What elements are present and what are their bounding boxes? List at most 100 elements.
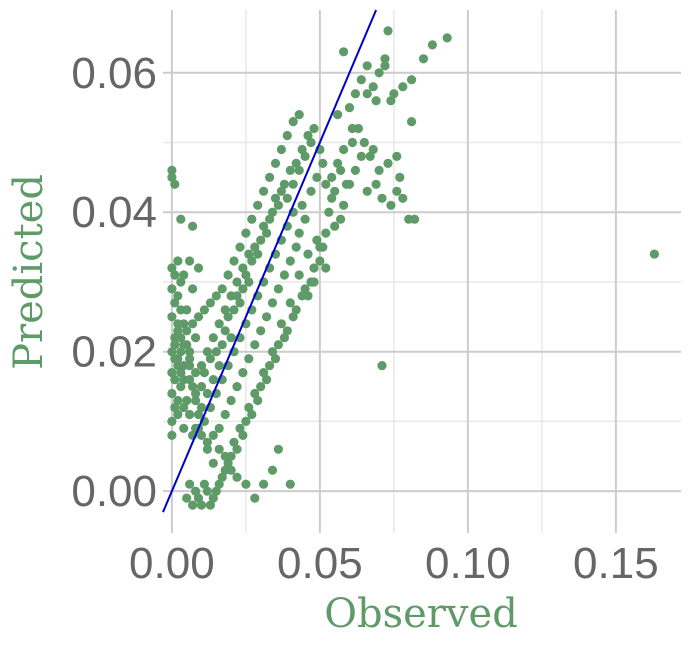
data-point bbox=[362, 89, 372, 99]
data-point bbox=[262, 228, 272, 238]
data-point bbox=[324, 207, 334, 217]
data-point bbox=[214, 479, 224, 489]
data-point bbox=[327, 172, 337, 182]
data-point bbox=[173, 409, 183, 420]
data-point bbox=[333, 110, 343, 120]
data-point bbox=[167, 172, 177, 182]
data-point bbox=[303, 249, 313, 259]
data-point bbox=[229, 305, 239, 315]
data-point bbox=[220, 305, 230, 315]
y-axis-tick-labels: 0.00 0.02 0.04 0.06 bbox=[71, 49, 157, 516]
data-point bbox=[188, 284, 198, 294]
data-point bbox=[196, 500, 207, 510]
data-point bbox=[191, 333, 201, 343]
data-point bbox=[270, 193, 281, 203]
major-gridlines bbox=[163, 10, 681, 533]
data-point bbox=[185, 347, 195, 357]
data-point bbox=[167, 165, 177, 175]
data-point bbox=[188, 221, 198, 231]
data-point bbox=[270, 354, 281, 364]
data-point bbox=[267, 207, 278, 217]
data-point bbox=[232, 444, 242, 454]
data-point bbox=[386, 96, 396, 106]
data-point bbox=[167, 263, 177, 273]
data-point bbox=[173, 291, 183, 301]
data-point bbox=[179, 375, 189, 385]
data-point bbox=[185, 256, 195, 266]
data-point bbox=[279, 333, 289, 343]
data-point bbox=[173, 395, 183, 406]
data-point bbox=[241, 270, 251, 280]
data-point bbox=[442, 33, 452, 43]
data-point bbox=[276, 144, 286, 155]
data-point bbox=[392, 186, 402, 196]
data-point bbox=[244, 402, 254, 413]
data-point bbox=[368, 82, 378, 92]
data-point bbox=[285, 256, 295, 266]
data-point bbox=[188, 319, 198, 329]
data-point bbox=[389, 89, 399, 99]
data-point bbox=[330, 221, 340, 231]
data-point bbox=[380, 54, 390, 64]
data-points bbox=[167, 26, 660, 510]
data-point bbox=[223, 312, 233, 322]
data-point bbox=[188, 382, 198, 392]
data-point bbox=[193, 312, 204, 322]
data-point bbox=[315, 256, 325, 266]
data-point bbox=[229, 437, 239, 447]
data-point bbox=[315, 242, 325, 252]
data-point bbox=[339, 144, 349, 155]
data-point bbox=[176, 347, 186, 357]
data-point bbox=[167, 416, 177, 426]
data-point bbox=[247, 256, 257, 266]
data-point bbox=[223, 458, 233, 468]
data-point bbox=[217, 340, 227, 350]
data-point bbox=[321, 179, 331, 189]
data-point bbox=[362, 61, 372, 71]
data-point bbox=[273, 444, 283, 454]
data-point bbox=[371, 96, 381, 106]
data-point bbox=[288, 312, 298, 322]
data-point bbox=[220, 451, 230, 461]
data-point bbox=[226, 333, 236, 343]
data-point bbox=[353, 123, 363, 134]
data-point bbox=[214, 361, 224, 371]
data-point bbox=[179, 319, 189, 329]
data-point bbox=[341, 179, 352, 189]
data-point bbox=[167, 430, 177, 440]
data-point bbox=[395, 172, 405, 182]
data-point bbox=[312, 172, 322, 182]
data-point bbox=[291, 158, 301, 168]
data-point bbox=[182, 340, 192, 350]
data-point bbox=[427, 40, 437, 50]
x-axis-title: Observed bbox=[324, 591, 518, 637]
data-point bbox=[211, 347, 221, 357]
data-point bbox=[649, 249, 660, 259]
data-point bbox=[377, 193, 387, 203]
data-point bbox=[273, 340, 283, 350]
data-point bbox=[321, 228, 331, 238]
data-point bbox=[374, 165, 384, 175]
data-point bbox=[208, 493, 218, 503]
data-point bbox=[185, 479, 195, 489]
data-point bbox=[182, 493, 192, 503]
data-point bbox=[285, 298, 295, 308]
data-point bbox=[241, 416, 251, 426]
data-point bbox=[297, 144, 307, 155]
x-tick-label: 0.00 bbox=[129, 539, 215, 588]
y-tick-label: 0.06 bbox=[71, 49, 157, 98]
data-point bbox=[185, 361, 195, 371]
data-point bbox=[235, 423, 245, 433]
data-point bbox=[377, 361, 387, 371]
data-point bbox=[217, 472, 227, 482]
data-point bbox=[220, 409, 230, 420]
data-point bbox=[418, 54, 429, 64]
data-point bbox=[383, 26, 393, 36]
data-point bbox=[300, 214, 310, 224]
data-point bbox=[170, 179, 180, 189]
data-point bbox=[336, 165, 346, 175]
data-point bbox=[202, 388, 212, 399]
data-point bbox=[238, 430, 248, 440]
data-point bbox=[279, 179, 289, 189]
